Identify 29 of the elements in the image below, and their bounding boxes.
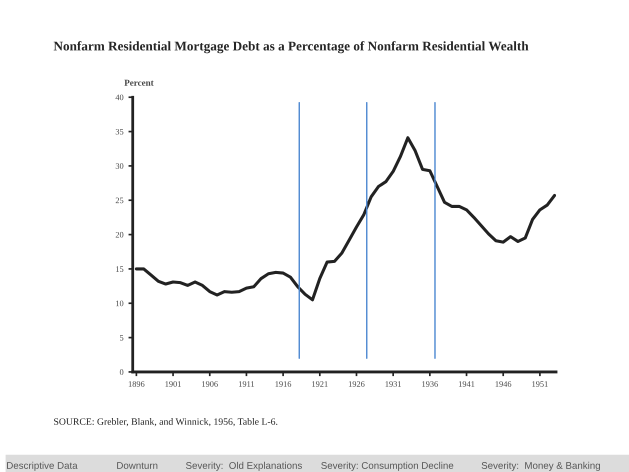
y-tick-label: 35 xyxy=(116,128,124,135)
text: Descriptive Data xyxy=(7,462,78,471)
x-tick-label: 1901 xyxy=(165,381,181,387)
y-tick-label: 5 xyxy=(120,335,124,341)
x-tick-label: 1936 xyxy=(422,381,438,387)
x-tick-label: 1951 xyxy=(532,381,548,387)
text: Severity: Consumption Decline xyxy=(321,462,454,471)
x-tick-label: 1906 xyxy=(202,381,218,387)
text: Severity: Old Explanations xyxy=(186,462,302,471)
y-tick-label: 20 xyxy=(116,232,124,238)
chart-title: Nonfarm Residential Mortgage Debt as a Percentage of Nonfarm Residential Wealth xyxy=(54,41,528,54)
y-tick-label: 40 xyxy=(116,94,124,100)
y-tick-label: 15 xyxy=(116,266,124,272)
text: Severity: Money & Banking xyxy=(482,462,600,471)
x-tick-label: 1926 xyxy=(348,381,365,387)
y-tick-label: 25 xyxy=(116,198,124,204)
x-tick-label: 1896 xyxy=(128,381,144,387)
x-tick-label: 1931 xyxy=(386,381,401,387)
y-tick-label: 10 xyxy=(116,300,124,306)
x-tick-label: 1916 xyxy=(276,381,292,387)
y-axis-title: Percent xyxy=(124,80,154,86)
source-note: SOURCE: Grebler, Blank, and Winnick, 1956, Table L-6. xyxy=(54,418,278,426)
text: Downturn xyxy=(117,462,158,469)
x-tick-label: 1946 xyxy=(496,381,512,387)
x-tick-label: 1941 xyxy=(458,381,474,387)
x-tick-label: 1911 xyxy=(238,381,254,387)
x-tick-label: 1921 xyxy=(312,381,328,387)
y-tick-label: 0 xyxy=(120,369,124,375)
y-tick-label: 30 xyxy=(116,163,124,169)
